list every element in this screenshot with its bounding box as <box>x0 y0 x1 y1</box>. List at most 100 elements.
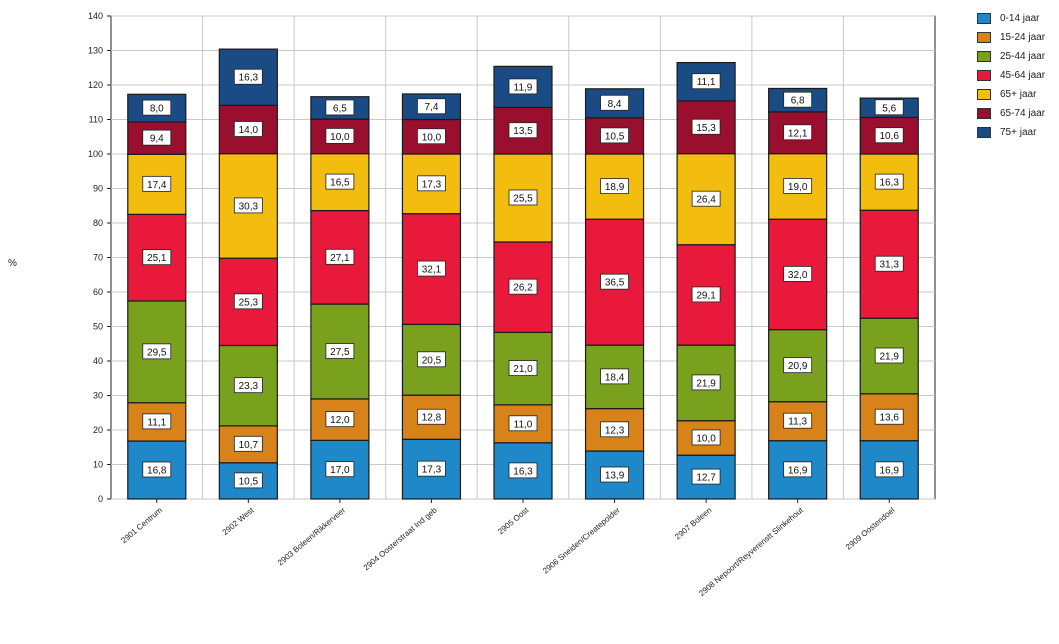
data-label-box <box>783 357 813 374</box>
data-label-box <box>600 368 629 385</box>
legend-swatch <box>977 127 991 138</box>
data-label-box <box>783 266 813 282</box>
data-label: 25,1 <box>147 253 167 264</box>
data-label-box <box>417 98 446 115</box>
y-tick-label: 100 <box>88 149 103 159</box>
data-label: 5,6 <box>882 103 896 114</box>
data-label: 16,9 <box>879 465 899 476</box>
data-label: 9,4 <box>150 134 164 145</box>
data-label-box <box>508 415 538 432</box>
data-label-box <box>874 255 904 272</box>
legend-swatch <box>977 89 991 100</box>
data-label-box <box>142 129 172 146</box>
data-label: 13,5 <box>513 126 533 137</box>
data-label: 16,3 <box>239 73 259 84</box>
bar-segment <box>676 454 736 500</box>
data-label: 16,9 <box>788 465 808 476</box>
legend-label: 75+ jaar <box>1000 127 1037 138</box>
data-label: 8,4 <box>608 99 622 110</box>
legend-swatch <box>977 51 991 62</box>
y-tick-label: 10 <box>93 460 103 470</box>
data-label: 31,3 <box>879 260 899 271</box>
data-label: 11,3 <box>788 417 807 428</box>
data-label-box <box>691 190 721 207</box>
legend-item: 15-24 jaar <box>977 29 1045 46</box>
data-label: 30,3 <box>239 201 259 212</box>
data-label-box <box>325 411 355 428</box>
data-label-box <box>508 462 538 479</box>
data-label: 10,0 <box>330 132 350 143</box>
data-label-box <box>417 460 446 477</box>
data-label: 17,4 <box>147 180 167 191</box>
data-label: 12,8 <box>422 413 442 424</box>
x-tick-label: 2906 Sneiden/Createpolder <box>541 505 622 575</box>
x-tick-label: 2907 Boleen <box>673 506 713 542</box>
data-label: 10,7 <box>239 440 259 451</box>
data-label: 21,9 <box>879 351 899 362</box>
data-label-box <box>691 118 721 135</box>
data-label: 10,0 <box>422 132 442 143</box>
data-label: 13,9 <box>605 471 625 482</box>
legend-item: 75+ jaar <box>977 124 1045 141</box>
legend-swatch <box>977 108 991 119</box>
legend-swatch <box>977 70 991 81</box>
data-label-box <box>417 175 446 192</box>
data-label-box <box>600 421 629 438</box>
data-label-box <box>508 122 538 139</box>
data-label-box <box>874 127 904 144</box>
data-label: 8,0 <box>150 104 164 115</box>
data-label: 10,6 <box>879 131 899 142</box>
data-label-box <box>691 73 721 90</box>
data-label-box <box>600 94 629 111</box>
data-label-box <box>874 173 904 190</box>
data-label-box <box>874 99 904 116</box>
legend-swatch <box>977 13 991 24</box>
data-label: 16,5 <box>330 178 350 189</box>
data-label-box <box>874 461 904 478</box>
y-tick-label: 50 <box>93 322 103 332</box>
data-label-box <box>874 347 904 364</box>
data-label: 17,3 <box>422 465 442 476</box>
legend-label: 65+ jaar <box>1000 89 1037 100</box>
data-label-box <box>600 273 629 290</box>
data-label-box <box>417 128 446 145</box>
y-tick-label: 90 <box>93 184 103 194</box>
data-label: 18,4 <box>605 372 625 383</box>
data-label-box <box>233 197 263 214</box>
legend-label: 0-14 jaar <box>1000 13 1040 24</box>
legend-item: 65+ jaar <box>977 86 1045 103</box>
x-tick-label: 2908 Nepoort/Reyverenstt Slinkehout <box>697 505 805 598</box>
x-tick-label: 2904 Oosterstraat Ind geb <box>362 505 439 572</box>
bar-segment <box>127 93 187 123</box>
data-label: 27,5 <box>330 347 350 358</box>
data-label: 6,5 <box>333 103 347 114</box>
data-label: 29,1 <box>696 290 716 301</box>
data-label-box <box>600 466 629 483</box>
data-label: 20,9 <box>788 361 808 372</box>
y-tick-label: 120 <box>88 80 103 90</box>
bar-segment <box>768 401 828 442</box>
y-tick-label: 140 <box>88 11 103 21</box>
x-tick-label: 2905 Oost <box>496 505 531 536</box>
data-label: 32,1 <box>422 265 442 276</box>
data-label-box <box>142 413 172 430</box>
data-label-box <box>600 127 629 144</box>
data-label: 14,0 <box>239 125 259 136</box>
data-label-box <box>417 260 446 277</box>
data-label-box <box>600 178 629 195</box>
data-label: 21,9 <box>696 378 716 389</box>
data-label-box <box>325 99 355 116</box>
data-label-box <box>783 91 813 108</box>
data-label: 15,3 <box>696 123 716 134</box>
legend-item: 25-44 jaar <box>977 48 1045 65</box>
data-label: 26,4 <box>696 195 716 206</box>
x-tick-label: 2901 Centrum <box>119 505 164 545</box>
data-label: 25,3 <box>239 297 259 308</box>
data-label: 13,6 <box>879 413 899 424</box>
legend-item: 45-64 jaar <box>977 67 1045 84</box>
legend-item: 0-14 jaar <box>977 10 1045 27</box>
data-label-box <box>233 377 263 394</box>
data-label: 26,2 <box>513 283 533 294</box>
data-label-box <box>783 124 813 141</box>
legend-item: 65-74 jaar <box>977 105 1045 122</box>
